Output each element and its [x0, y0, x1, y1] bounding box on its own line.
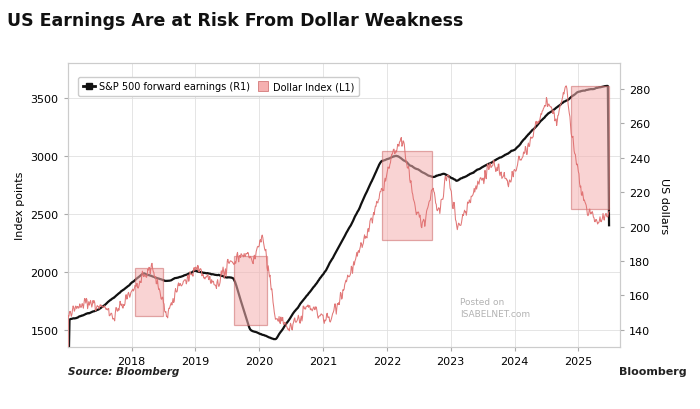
Text: Posted on
ISABELNET.com: Posted on ISABELNET.com — [460, 297, 530, 318]
Text: US Earnings Are at Risk From Dollar Weakness: US Earnings Are at Risk From Dollar Weak… — [7, 12, 463, 30]
Legend: S&P 500 forward earnings (R1), Dollar Index (L1): S&P 500 forward earnings (R1), Dollar In… — [78, 77, 359, 97]
Text: Source: Bloomberg: Source: Bloomberg — [68, 366, 179, 375]
Y-axis label: US dollars: US dollars — [659, 178, 668, 234]
Y-axis label: Index points: Index points — [15, 171, 25, 240]
Bar — [234, 256, 267, 325]
Text: Bloomberg: Bloomberg — [619, 366, 686, 375]
Bar — [382, 152, 432, 241]
Bar — [134, 268, 164, 316]
Bar — [570, 86, 609, 210]
